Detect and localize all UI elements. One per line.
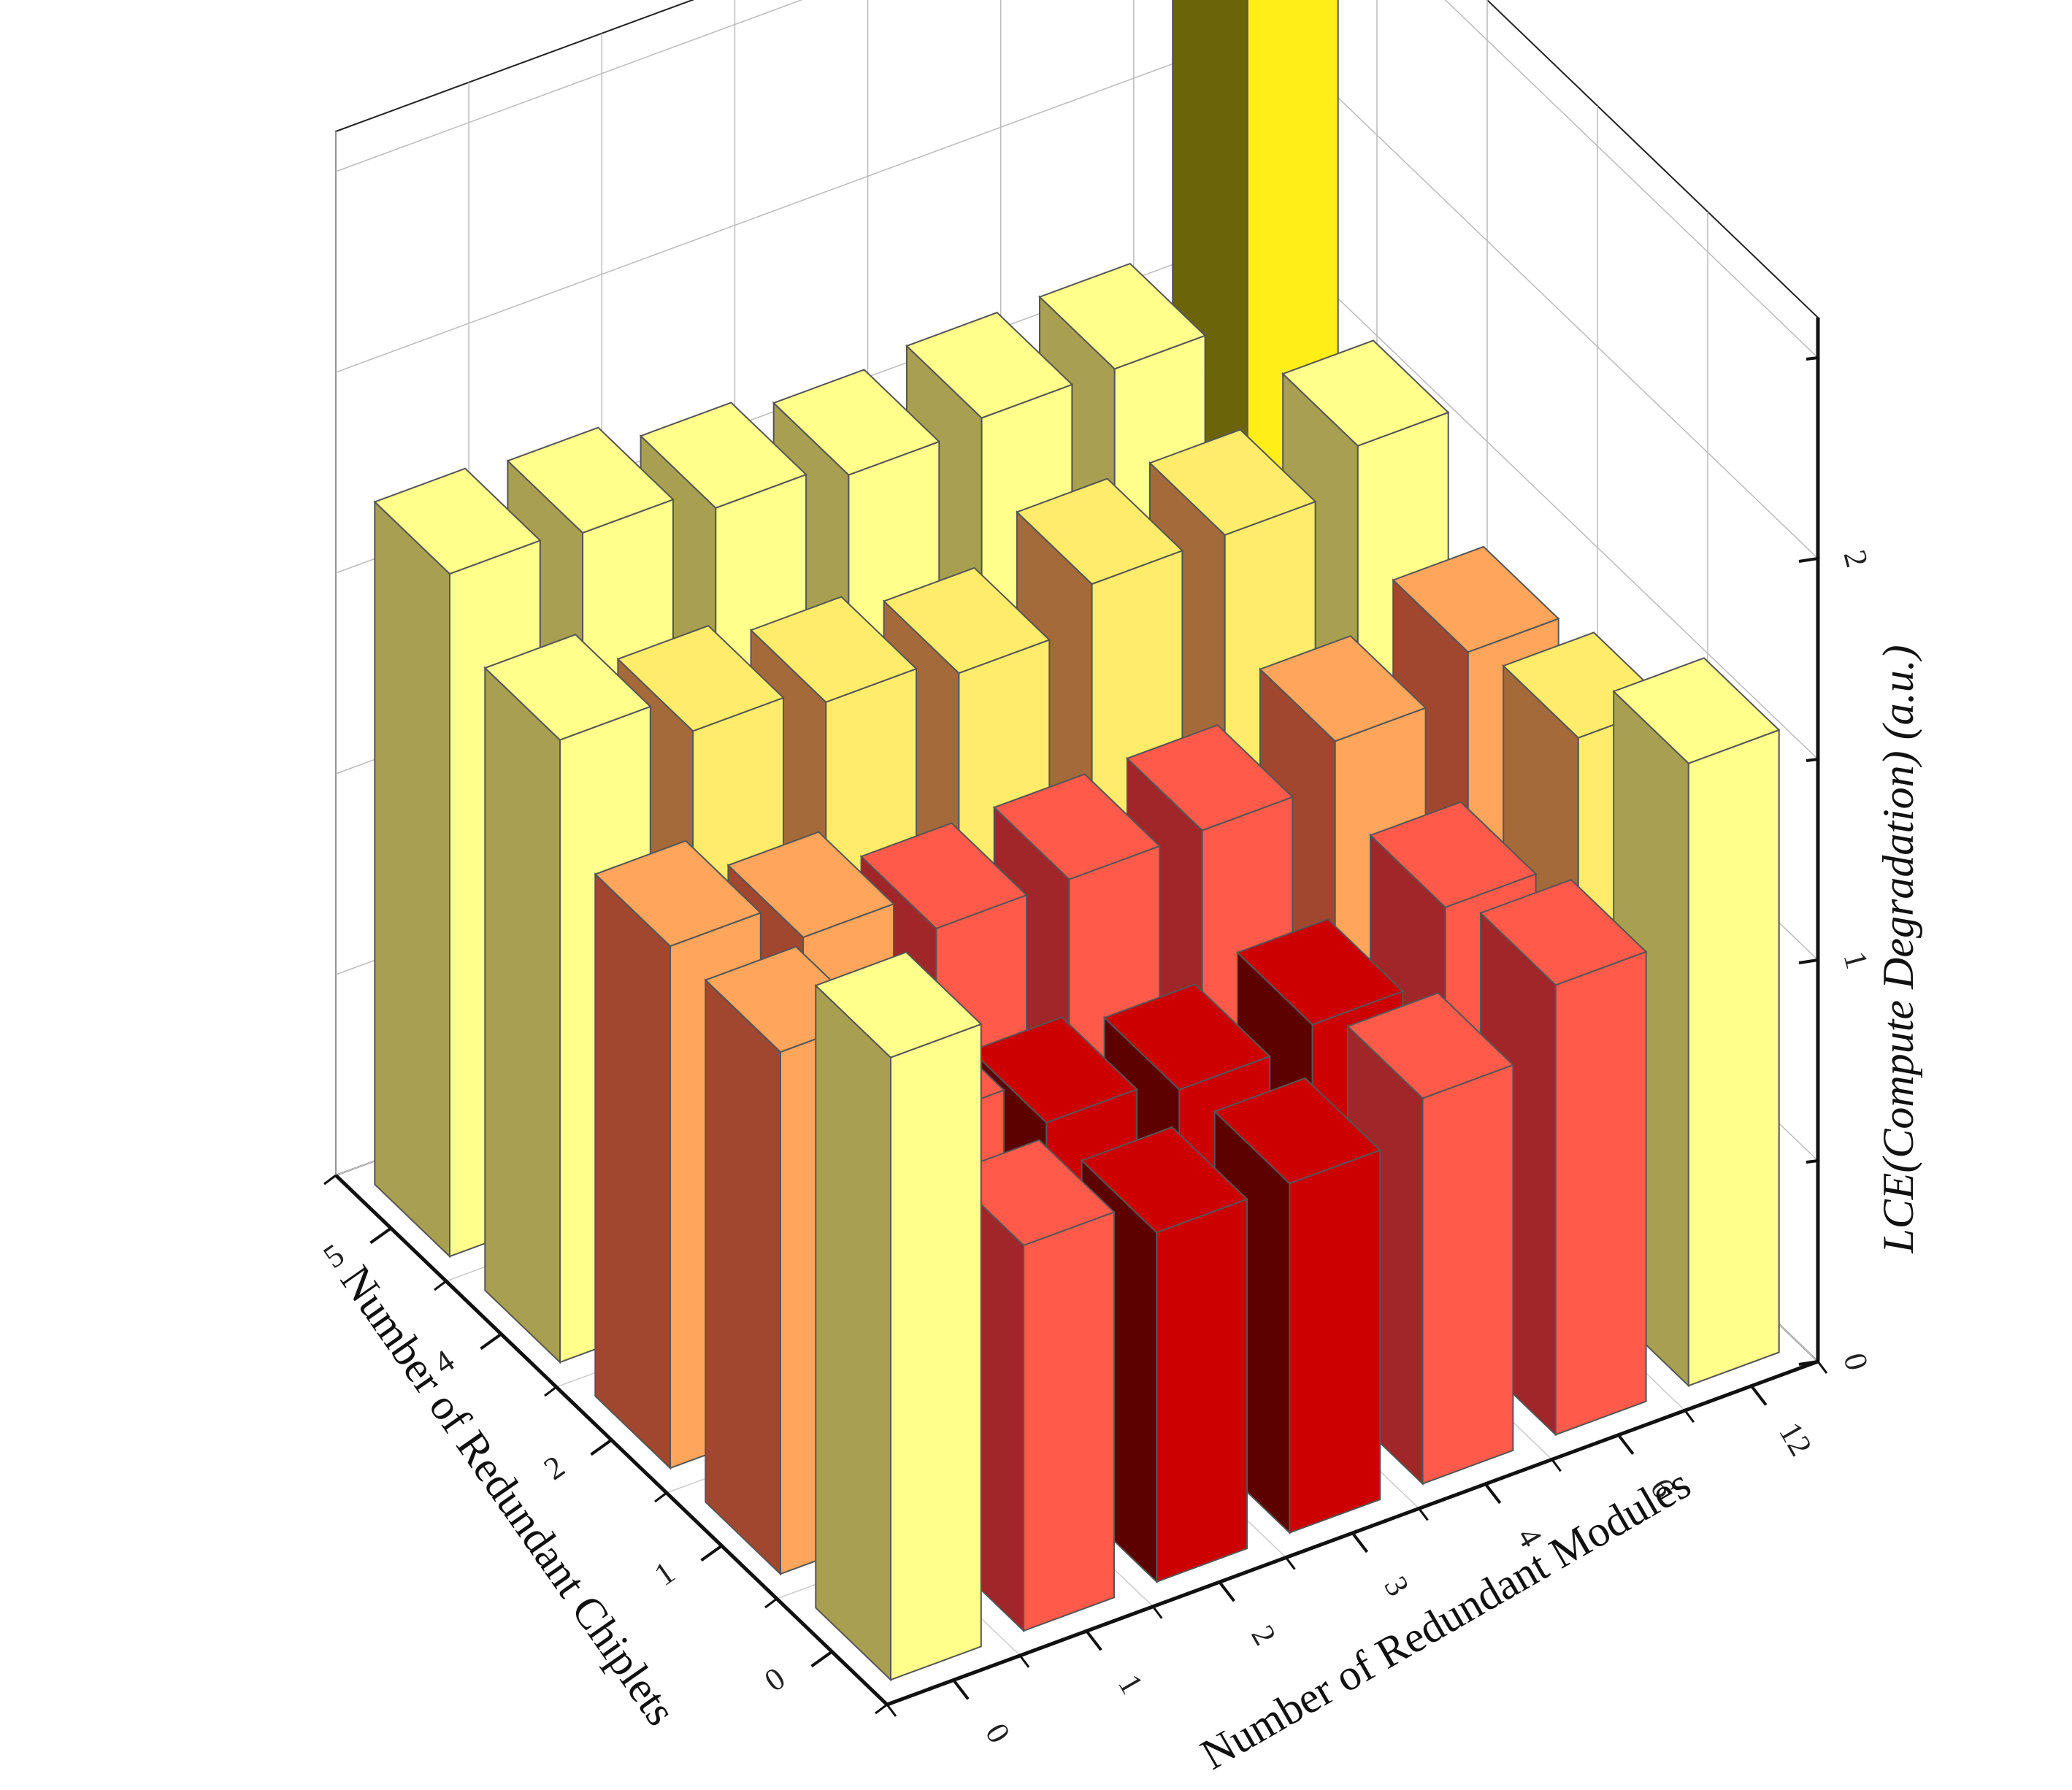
grid-line (335, 0, 1819, 358)
y-minor-tick (323, 1174, 337, 1186)
x-tick (1085, 1630, 1102, 1651)
x-tick (1484, 1483, 1502, 1505)
z-tick (1806, 758, 1819, 762)
bar-0-0 (814, 951, 983, 1682)
x-tick (1617, 1434, 1635, 1455)
x-tick-label: 0 (978, 1717, 1017, 1749)
z-tick-label: 0 (1836, 1349, 1875, 1374)
x-tick (1218, 1580, 1235, 1602)
y-tick-label: 0 (758, 1660, 791, 1699)
y-minor-tick (654, 1491, 667, 1503)
y-minor-tick (434, 1280, 447, 1291)
bars-group (373, 0, 1781, 1682)
x-minor-tick (1285, 1556, 1296, 1570)
y-tick (369, 1226, 392, 1245)
y-tick-label: 2 (537, 1448, 571, 1487)
y-tick (810, 1650, 833, 1668)
x-minor-tick (1816, 1361, 1828, 1374)
x-minor-tick (886, 1704, 897, 1717)
x-minor-tick (1018, 1654, 1030, 1668)
x-minor-tick (1551, 1459, 1562, 1472)
x-tick (1750, 1385, 1768, 1406)
x-tick (952, 1679, 970, 1700)
y-tick (480, 1332, 502, 1351)
y-tick (590, 1438, 613, 1456)
z-tick (1798, 1360, 1819, 1366)
z-tick (1798, 959, 1819, 964)
x-tick-label: 12 (1772, 1416, 1819, 1462)
z-tick-label: 2 (1836, 546, 1875, 571)
z-tick (1806, 1159, 1819, 1164)
x-minor-tick (1152, 1605, 1163, 1619)
x-tick-label: 1 (1111, 1668, 1150, 1700)
x-minor-tick (1418, 1507, 1429, 1521)
x-tick-label: 2 (1244, 1619, 1283, 1651)
y-tick-label: 5 (317, 1237, 350, 1275)
y-minor-tick (764, 1597, 778, 1609)
x-tick (1351, 1532, 1369, 1553)
x-tick-label: 3 (1377, 1570, 1416, 1602)
x-minor-tick (1684, 1410, 1695, 1424)
bar-0-6 (1479, 878, 1648, 1437)
y-minor-tick (544, 1386, 557, 1397)
y-tick-label: 1 (648, 1554, 681, 1593)
z-axis-title: LCE(Compute Degradation) (a.u.) (1874, 645, 1922, 1253)
y-minor-tick (875, 1703, 888, 1715)
z-tick (1798, 557, 1819, 563)
z-tick (1806, 356, 1819, 361)
z-tick-label: 1 (1836, 948, 1875, 972)
y-tick (700, 1544, 723, 1562)
